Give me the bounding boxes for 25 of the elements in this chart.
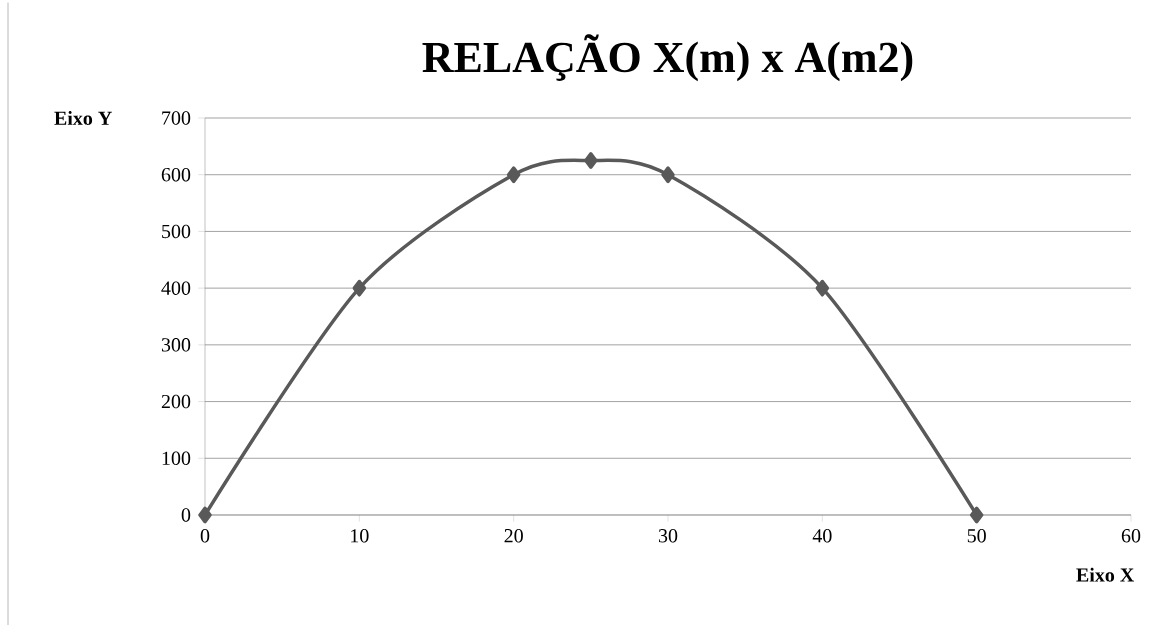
y-tick-label: 300 <box>161 337 191 352</box>
chart-title: RELAÇÃO X(m) x A(m2) <box>422 33 913 82</box>
y-tick-label: 500 <box>162 224 191 238</box>
y-tick-label: 0 <box>181 508 191 522</box>
point <box>969 506 984 524</box>
point <box>506 166 521 183</box>
x-tick-label: 60 <box>1121 528 1141 543</box>
x-tick-label: 40 <box>812 528 832 543</box>
y-axis-title: Eixo Y <box>54 110 112 125</box>
x-axis-title: Eixo X <box>1076 567 1135 582</box>
x-tick-label: 0 <box>200 528 210 543</box>
y-tick-label: 400 <box>161 281 191 295</box>
x-tick-label: 10 <box>351 528 369 543</box>
point <box>352 279 367 297</box>
y-tick-label: 600 <box>161 167 191 182</box>
y-tick-label: 700 <box>162 111 191 125</box>
point <box>584 151 598 169</box>
x-tick-label: 50 <box>967 528 986 543</box>
point <box>661 166 675 183</box>
y-tick-label: 200 <box>161 394 191 409</box>
y-tick-label: 100 <box>162 451 191 465</box>
x-tick-label: 20 <box>504 528 523 543</box>
x-tick-label: 30 <box>658 528 678 543</box>
point <box>198 506 212 524</box>
point <box>815 279 830 297</box>
